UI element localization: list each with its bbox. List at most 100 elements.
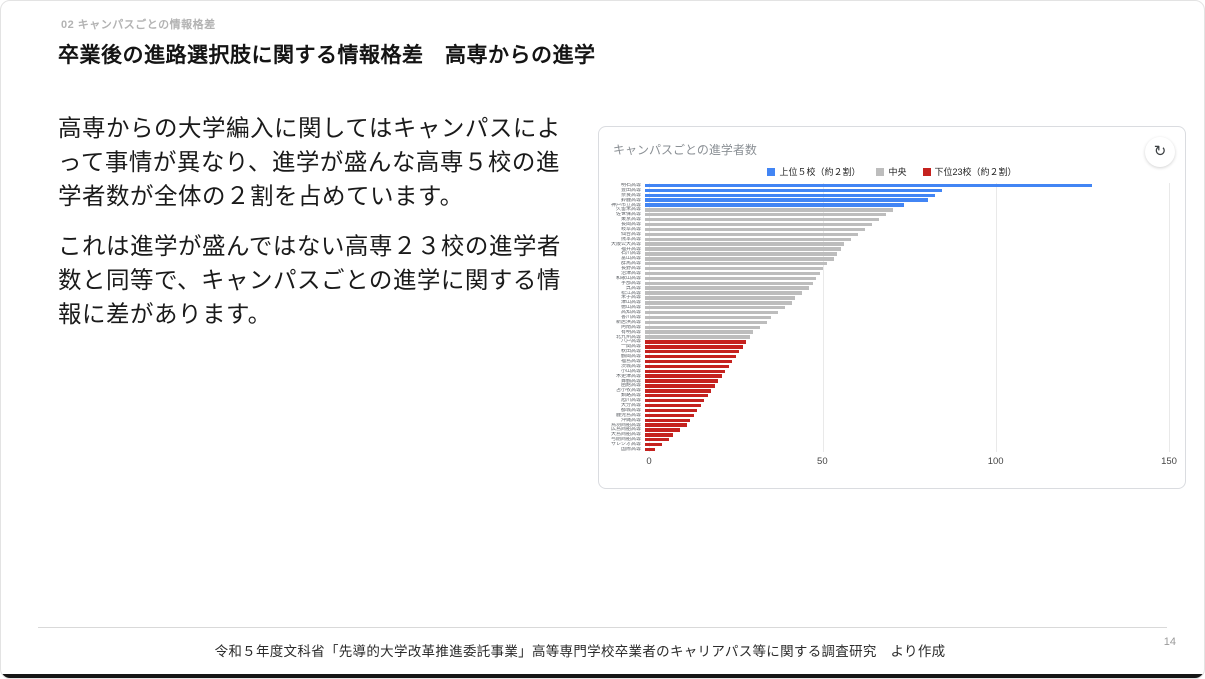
bar-label: 香川高専	[620, 315, 641, 320]
bar-label: 旭川高専	[620, 398, 641, 404]
bar	[645, 276, 817, 281]
bar-track	[645, 447, 1169, 452]
bar-row: 富山高専	[605, 256, 1169, 261]
slide-bottom-edge	[1, 674, 1204, 678]
gridline	[823, 183, 824, 452]
bar-row: 長岡高専	[605, 222, 1169, 227]
bar-label: 津山高専	[620, 300, 641, 306]
bar-label: 長野高専	[620, 266, 641, 272]
bar-label: 岐阜高専	[620, 226, 641, 232]
bar-label: 熊本高専	[620, 236, 641, 242]
bar	[645, 281, 813, 285]
bar-row: 佐世保高専	[605, 212, 1169, 217]
bar-track	[645, 437, 1169, 442]
bar	[645, 271, 820, 276]
bar-row: 松江高専	[605, 291, 1169, 296]
bar-track	[645, 276, 1169, 281]
bar-row: 舞鶴高専	[605, 379, 1169, 384]
bar-row: 津山高専	[605, 300, 1169, 305]
bar	[645, 237, 852, 241]
bar-track	[645, 442, 1169, 447]
bar-track	[645, 237, 1169, 242]
bar	[645, 447, 656, 452]
bar	[645, 208, 894, 212]
bar-label: 明石高専	[620, 182, 641, 188]
bar-label: 釧路高専	[620, 393, 641, 399]
bar-track	[645, 188, 1169, 193]
page-title: 卒業後の進路選択肢に関する情報格差 高専からの進学	[58, 44, 596, 67]
bar-label: 豊田高専	[620, 187, 641, 193]
bar-row: 呉高専	[605, 286, 1169, 291]
bar-track	[645, 413, 1169, 418]
bar-row: 大分高専	[605, 403, 1169, 408]
bar	[645, 232, 859, 237]
bar-row: 阿南高専	[605, 325, 1169, 330]
bar-label: 仙台高専	[620, 231, 641, 237]
bar-row: 岐阜高専	[605, 227, 1169, 232]
bar-row: 福井高専	[605, 247, 1169, 252]
bar	[645, 340, 747, 344]
bar-track	[645, 369, 1169, 374]
bar-row: 福島高専	[605, 359, 1169, 364]
bar-row: 一関高専	[605, 344, 1169, 349]
bar	[645, 296, 796, 300]
bar	[645, 374, 722, 378]
bar-row: 釧路高専	[605, 393, 1169, 398]
bar	[645, 364, 729, 369]
bar-label: 弓削商船高専	[610, 437, 641, 443]
bar-track	[645, 364, 1169, 369]
bar-label: 徳山高専	[620, 305, 641, 311]
bar	[645, 203, 904, 207]
bar-track	[645, 232, 1169, 237]
bar-track	[645, 423, 1169, 428]
bar-label: 函館高専	[620, 383, 641, 389]
bar-track	[645, 256, 1169, 261]
legend-label: 中央	[888, 167, 907, 177]
bar-label: 小山高専	[620, 368, 641, 374]
bar-track	[645, 310, 1169, 315]
bar-row: 都城高専	[605, 408, 1169, 413]
bar	[645, 198, 928, 202]
bar-row: 鶴岡高専	[605, 354, 1169, 359]
footer-divider	[38, 627, 1167, 628]
refresh-icon[interactable]: ↻	[1145, 137, 1175, 167]
page-number: 14	[1163, 636, 1176, 648]
bar-track	[645, 291, 1169, 296]
bar	[645, 320, 768, 325]
chart-title: キャンパスごとの進学者数	[613, 143, 757, 157]
bar	[645, 379, 719, 383]
bar-row: 明石高専	[605, 183, 1169, 188]
bar	[645, 227, 866, 232]
bar	[645, 345, 743, 349]
gridline	[1169, 183, 1170, 452]
bar-label: 呉高専	[625, 285, 641, 291]
bar	[645, 384, 715, 388]
bar-track	[645, 295, 1169, 300]
bar	[645, 213, 887, 217]
bar-row: 八戸高専	[605, 339, 1169, 345]
bar-track	[645, 286, 1169, 291]
bar-row: 沼津高専	[605, 271, 1169, 276]
legend-item-top: 上位５校（約２割）	[767, 165, 860, 178]
bar-track	[645, 207, 1169, 212]
bar-row: 茨城高専	[605, 364, 1169, 369]
legend-swatch	[876, 167, 885, 176]
bar-row: 大島商船高専	[605, 432, 1169, 437]
bar	[645, 394, 708, 398]
bar-label: サレジオ高専	[610, 442, 641, 448]
bar-label: 阿南高専	[620, 324, 641, 330]
bar-label: 福島高専	[620, 359, 641, 365]
bar-track	[645, 374, 1169, 379]
bar-track	[645, 222, 1169, 227]
bar-row: サレジオ高専	[605, 442, 1169, 447]
bar-label: 鈴鹿高専	[620, 197, 641, 203]
bar	[645, 257, 834, 261]
bar-row: 北九州高専	[605, 335, 1169, 340]
bar-label: 群馬高専	[620, 261, 641, 267]
bar-label: 福井高専	[620, 246, 641, 252]
bar-track	[645, 315, 1169, 320]
bar-row: 秋田高専	[605, 349, 1169, 354]
bar	[645, 266, 824, 271]
bar-track	[645, 349, 1169, 354]
bar-label: 八戸高専	[620, 339, 641, 345]
